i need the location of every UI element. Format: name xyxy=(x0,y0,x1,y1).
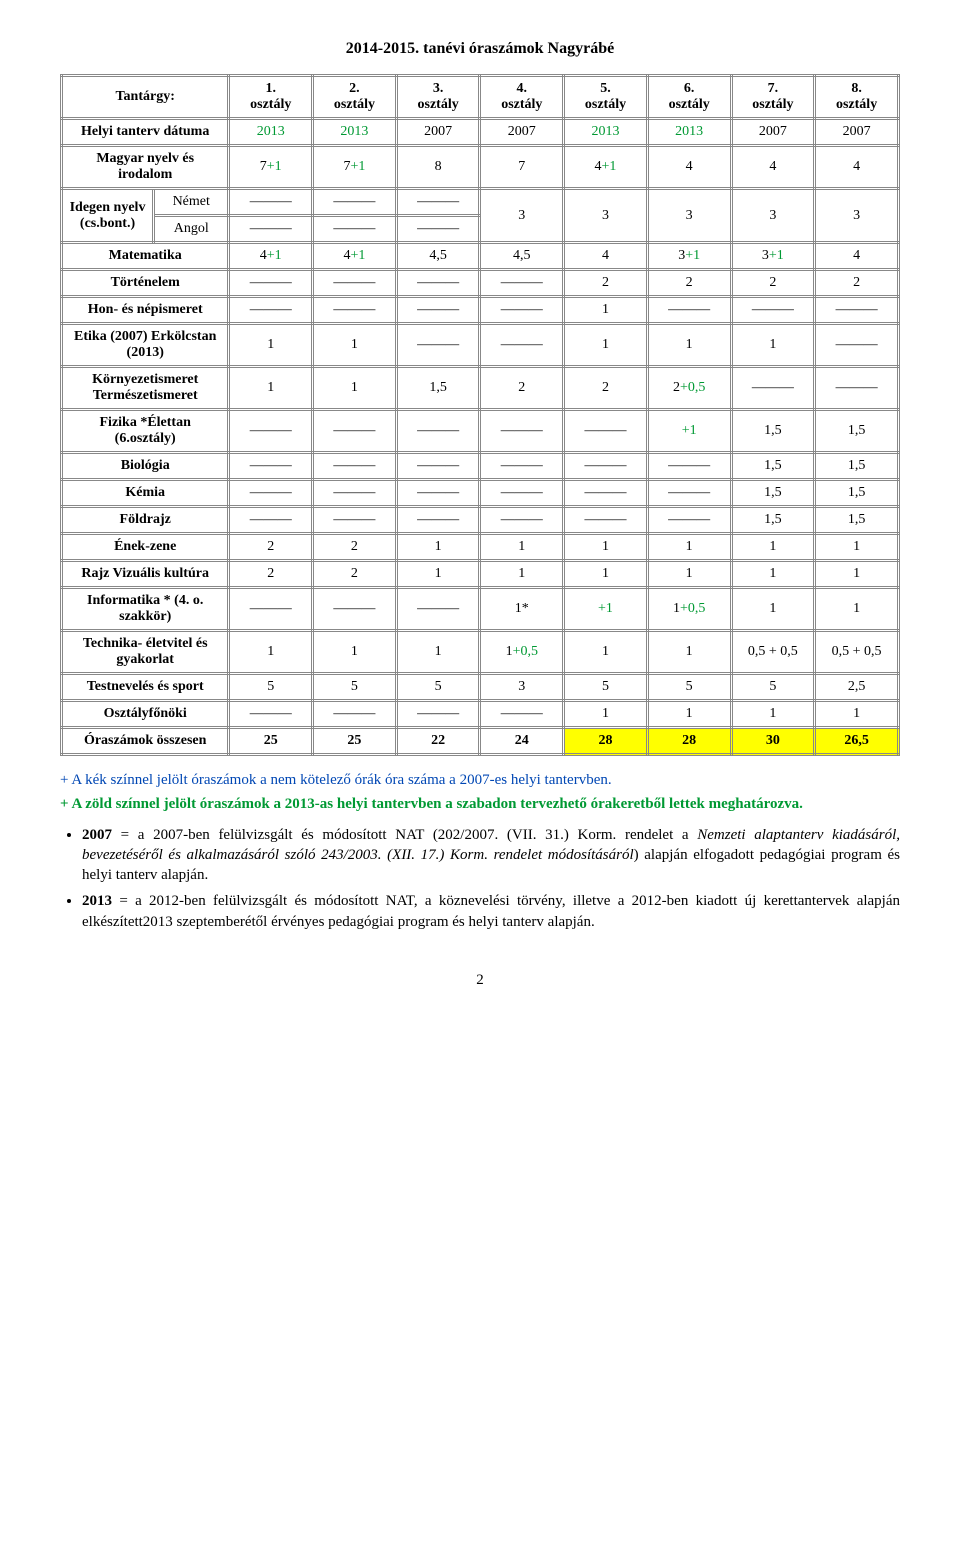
row-tanterv: Helyi tanterv dátuma20132013200720072013… xyxy=(62,119,899,146)
row-matematika: Matematika4+14+14,54,543+13+14 xyxy=(62,243,899,270)
row-etika: Etika (2007) Erkölcstan (2013)11——————11… xyxy=(62,324,899,367)
page-number: 2 xyxy=(60,972,900,989)
row-rajz: Rajz Vizuális kultúra22111111 xyxy=(62,561,899,588)
note-blue: A kék színnel jelölt óraszámok a nem köt… xyxy=(71,772,607,788)
row-technika: Technika- életvitel és gyakorlat1111+0,5… xyxy=(62,631,899,674)
row-korny: Környezetismeret Természetismeret111,522… xyxy=(62,367,899,410)
row-hon: Hon- és népismeret————————————1————————— xyxy=(62,297,899,324)
row-foldrajz: Földrajz——————————————————1,51,5 xyxy=(62,507,899,534)
bullet-2013: 2013 = a 2012-ben felülvizsgált és módos… xyxy=(82,891,900,932)
note-green: A zöld színnel jelölt óraszámok a 2013-a… xyxy=(71,796,802,812)
bullet-2007: 2007 = a 2007-ben felülvizsgált és módos… xyxy=(82,825,900,886)
schedule-table: Tantárgy:1.osztály2.osztály3.osztály4.os… xyxy=(60,74,900,756)
header-row: Tantárgy:1.osztály2.osztály3.osztály4.os… xyxy=(62,76,899,119)
row-fizika: Fizika *Élettan (6.osztály)—————————————… xyxy=(62,410,899,453)
note-blue-prefix: + xyxy=(60,772,71,788)
row-info: Informatika * (4. o. szakkör)—————————1*… xyxy=(62,588,899,631)
row-idegen-nemet: Idegen nyelv (cs.bont.)Német—————————333… xyxy=(62,189,899,216)
grade-header: 1.osztály xyxy=(229,76,313,119)
row-biologia: Biológia——————————————————1,51,5 xyxy=(62,453,899,480)
col-subject-header: Tantárgy: xyxy=(62,76,229,119)
grade-header: 6.osztály xyxy=(647,76,731,119)
grade-header: 7.osztály xyxy=(731,76,815,119)
row-enek: Ének-zene22111111 xyxy=(62,534,899,561)
row-testnev: Testnevelés és sport55535552,5 xyxy=(62,674,899,701)
row-of: Osztályfőnöki————————————1111 xyxy=(62,701,899,728)
grade-header: 8.osztály xyxy=(815,76,899,119)
grade-header: 4.osztály xyxy=(480,76,564,119)
grade-header: 2.osztály xyxy=(313,76,397,119)
grade-header: 3.osztály xyxy=(396,76,480,119)
row-tortenelem: Történelem————————————2222 xyxy=(62,270,899,297)
grade-header: 5.osztály xyxy=(564,76,648,119)
row-magyar: Magyar nyelv és irodalom7+17+1874+1444 xyxy=(62,146,899,189)
page-title: 2014-2015. tanévi óraszámok Nagyrábé xyxy=(60,40,900,58)
notes-block: + A kék színnel jelölt óraszámok a nem k… xyxy=(60,770,900,932)
note-green-prefix: + xyxy=(60,796,71,812)
row-kemia: Kémia——————————————————1,51,5 xyxy=(62,480,899,507)
row-totals: Óraszámok összesen2525222428283026,5 xyxy=(62,728,899,755)
